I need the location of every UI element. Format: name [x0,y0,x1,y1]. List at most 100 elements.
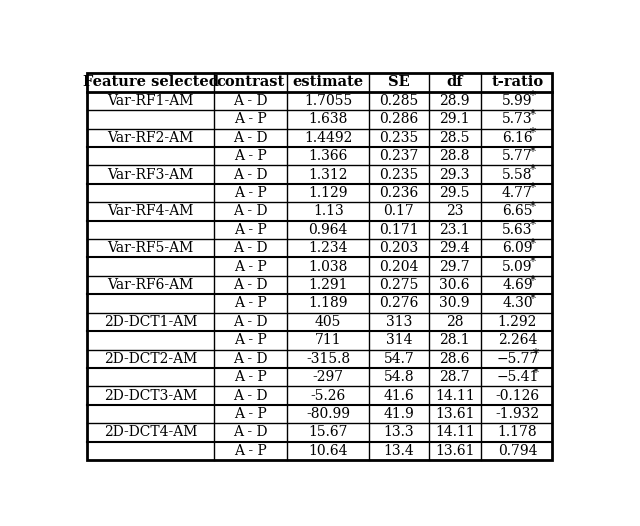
Text: A - D: A - D [234,241,268,255]
Text: A - D: A - D [234,389,268,402]
Text: A - D: A - D [234,168,268,181]
Text: *: * [530,238,536,251]
Text: 28.9: 28.9 [440,94,470,108]
Text: A - P: A - P [234,407,267,421]
Text: 1.291: 1.291 [308,278,348,292]
Text: −5.41: −5.41 [496,370,539,384]
Text: 5.73: 5.73 [502,112,532,126]
Text: 28: 28 [446,315,463,329]
Text: 5.09: 5.09 [502,260,532,274]
Text: -1.932: -1.932 [495,407,540,421]
Text: 0.17: 0.17 [383,205,414,218]
Text: 2.264: 2.264 [498,333,537,347]
Text: A - P: A - P [234,333,267,347]
Text: A - D: A - D [234,278,268,292]
Text: *: * [530,164,536,177]
Text: A - P: A - P [234,260,267,274]
Text: 1.13: 1.13 [313,205,344,218]
Text: 1.4492: 1.4492 [304,131,353,145]
Text: 5.63: 5.63 [502,223,532,237]
Text: 30.9: 30.9 [440,297,470,310]
Text: 0.276: 0.276 [380,297,419,310]
Text: 13.4: 13.4 [383,444,414,458]
Text: 4.30: 4.30 [502,297,532,310]
Text: 405: 405 [315,315,341,329]
Text: 13.61: 13.61 [435,407,474,421]
Text: A - D: A - D [234,352,268,366]
Text: 313: 313 [386,315,412,329]
Text: df: df [447,75,463,89]
Text: 28.6: 28.6 [440,352,470,366]
Text: Feature selected: Feature selected [83,75,219,89]
Text: 0.286: 0.286 [380,112,419,126]
Text: A - D: A - D [234,131,268,145]
Text: 0.275: 0.275 [380,278,419,292]
Text: 314: 314 [386,333,412,347]
Text: 0.171: 0.171 [379,223,419,237]
Text: Var-RF5-AM: Var-RF5-AM [108,241,194,255]
Text: 14.11: 14.11 [435,389,475,402]
Text: -0.126: -0.126 [495,389,540,402]
Text: A - D: A - D [234,94,268,108]
Text: estimate: estimate [292,75,364,89]
Text: A - P: A - P [234,223,267,237]
Text: 1.7055: 1.7055 [304,94,353,108]
Text: *: * [530,201,536,214]
Text: 0.204: 0.204 [380,260,419,274]
Text: 0.203: 0.203 [380,241,419,255]
Text: 14.11: 14.11 [435,426,475,439]
Text: 41.9: 41.9 [383,407,414,421]
Text: -297: -297 [313,370,344,384]
Text: 1.189: 1.189 [308,297,348,310]
Text: 711: 711 [315,333,342,347]
Text: *: * [530,275,536,288]
Text: 28.1: 28.1 [440,333,470,347]
Text: -80.99: -80.99 [307,407,350,421]
Text: 0.235: 0.235 [380,168,419,181]
Text: 0.236: 0.236 [380,186,419,200]
Text: 1.129: 1.129 [308,186,348,200]
Text: *: * [532,367,539,380]
Text: 29.1: 29.1 [440,112,470,126]
Text: 29.4: 29.4 [440,241,470,255]
Text: Var-RF1-AM: Var-RF1-AM [108,94,194,108]
Text: *: * [532,348,539,361]
Text: *: * [530,219,536,232]
Text: A - P: A - P [234,444,267,458]
Text: 10.64: 10.64 [308,444,348,458]
Text: 23: 23 [446,205,463,218]
Text: A - P: A - P [234,297,267,310]
Text: 0.794: 0.794 [498,444,537,458]
Text: A - D: A - D [234,205,268,218]
Text: Var-RF4-AM: Var-RF4-AM [108,205,194,218]
Text: 4.69: 4.69 [502,278,532,292]
Text: 29.5: 29.5 [440,186,470,200]
Text: Var-RF2-AM: Var-RF2-AM [108,131,194,145]
Text: *: * [530,146,536,158]
Text: A - D: A - D [234,426,268,439]
Text: 23.1: 23.1 [440,223,470,237]
Text: 28.5: 28.5 [440,131,470,145]
Text: 2D-DCT1-AM: 2D-DCT1-AM [104,315,197,329]
Text: 2D-DCT2-AM: 2D-DCT2-AM [104,352,197,366]
Text: 15.67: 15.67 [308,426,348,439]
Text: 1.312: 1.312 [308,168,348,181]
Text: 28.7: 28.7 [440,370,470,384]
Text: 1.178: 1.178 [498,426,538,439]
Text: 2D-DCT4-AM: 2D-DCT4-AM [104,426,197,439]
Text: 5.77: 5.77 [502,149,533,163]
Text: 29.7: 29.7 [440,260,470,274]
Text: 1.234: 1.234 [308,241,348,255]
Text: 41.6: 41.6 [383,389,414,402]
Text: 54.8: 54.8 [383,370,414,384]
Text: 0.235: 0.235 [380,131,419,145]
Text: A - P: A - P [234,186,267,200]
Text: 6.16: 6.16 [502,131,532,145]
Text: 0.285: 0.285 [380,94,419,108]
Text: 30.6: 30.6 [440,278,470,292]
Text: A - D: A - D [234,315,268,329]
Text: *: * [530,183,536,196]
Text: A - P: A - P [234,149,267,163]
Text: *: * [530,109,536,122]
Text: 1.292: 1.292 [498,315,537,329]
